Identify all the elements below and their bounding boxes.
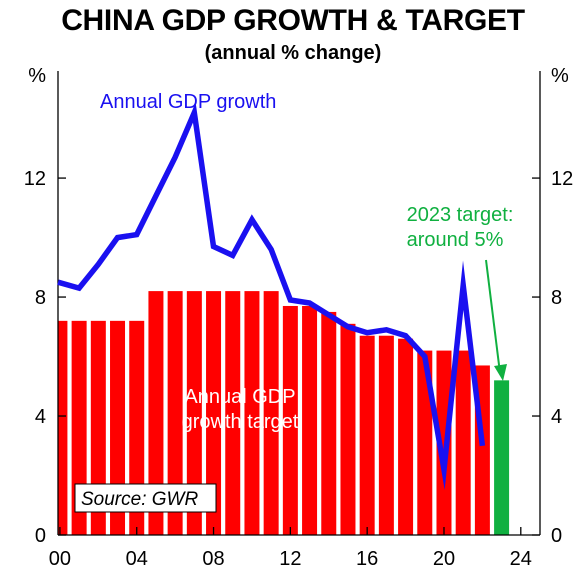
target-bar (340, 324, 355, 535)
y-tick-label-right: 8 (551, 287, 562, 309)
x-tick-label: 12 (279, 548, 301, 570)
target-bar (58, 321, 67, 535)
y-unit-right: % (551, 65, 569, 87)
y-tick-label-right: 12 (551, 168, 573, 190)
target-2023-bar (494, 380, 509, 535)
y-tick-label-right: 0 (551, 525, 562, 547)
x-tick-label: 08 (202, 548, 224, 570)
target-bar (302, 306, 317, 535)
y-unit-left: % (28, 65, 46, 87)
target-bar (456, 351, 471, 535)
target-bar (321, 312, 336, 535)
target-2023-arrowhead (494, 364, 507, 381)
y-tick-label-left: 12 (24, 168, 46, 190)
x-tick-label: 16 (356, 548, 378, 570)
target-bar (360, 336, 375, 535)
x-tick-label: 20 (433, 548, 455, 570)
x-tick-label: 04 (126, 548, 148, 570)
source-label: Source: GWR (81, 489, 198, 510)
x-tick-label: 24 (510, 548, 532, 570)
target-bar (398, 339, 413, 535)
target-2023-arrow (486, 260, 500, 373)
target-bars-label-line1: Annual GDP (184, 386, 295, 408)
target-bar (379, 336, 394, 535)
target-bars-label-line2: growth target (182, 411, 299, 433)
y-tick-label-left: 0 (35, 525, 46, 547)
target-2023-label-line2: around 5% (407, 229, 504, 251)
gdp-growth-line-label: Annual GDP growth (100, 91, 276, 113)
x-tick-label: 00 (49, 548, 71, 570)
y-tick-label-left: 4 (35, 406, 46, 428)
y-tick-label-right: 4 (551, 406, 562, 428)
target-2023-label-line1: 2023 target: (407, 204, 514, 226)
y-tick-label-left: 8 (35, 287, 46, 309)
